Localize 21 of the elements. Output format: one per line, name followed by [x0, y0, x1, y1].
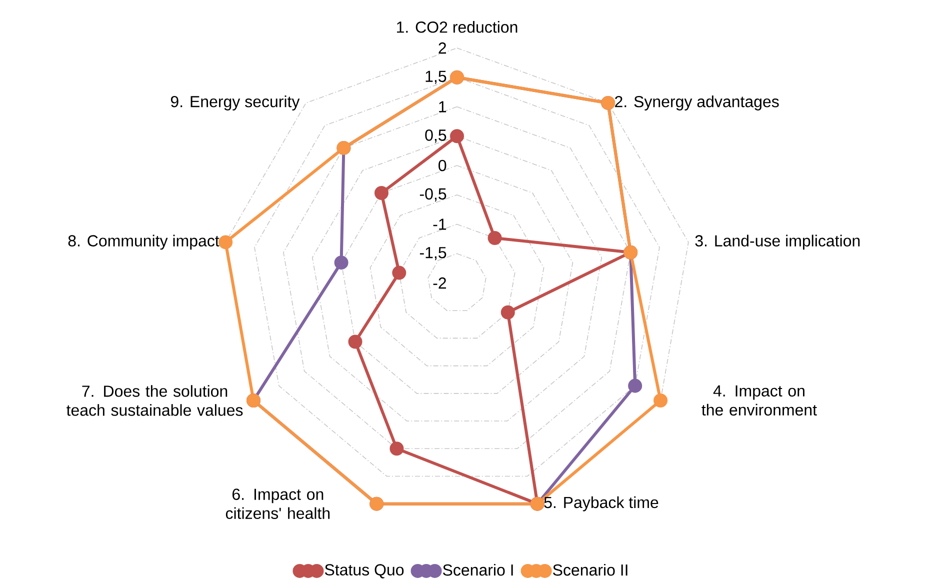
y-tick-label: -1,5	[420, 247, 446, 260]
spoke-label: 6. Impact on citizens' health	[226, 488, 330, 519]
y-tick-label: 0,5	[425, 130, 446, 143]
spoke-label: 3. Land-use implication	[695, 234, 860, 250]
y-tick-label: 2	[438, 42, 446, 54]
y-tick-label: 0	[438, 160, 446, 172]
spoke-label: 1. CO2 reduction	[397, 21, 518, 33]
spoke-label: 8. Community impact	[68, 234, 220, 250]
y-tick-label: -1	[433, 218, 446, 230]
spoke-label: 4. Impact on the environment	[702, 385, 817, 416]
y-tick-label: -2	[433, 277, 446, 289]
legend-label: Scenario II	[553, 564, 628, 576]
legend-label: Status Quo	[324, 564, 404, 578]
spoke-label: 9. Energy security	[170, 96, 300, 110]
legend-label: Scenario I	[443, 564, 513, 576]
spoke-label: 7. Does the solution teach sustainable values	[66, 385, 243, 416]
spoke-label: 5. Payback time	[544, 496, 658, 512]
y-tick-label: 1	[439, 101, 446, 112]
y-tick-label: 1,5	[426, 70, 446, 84]
y-tick-label: -0,5	[420, 188, 446, 202]
spoke-label: 2. Synergy advantages	[615, 96, 779, 110]
